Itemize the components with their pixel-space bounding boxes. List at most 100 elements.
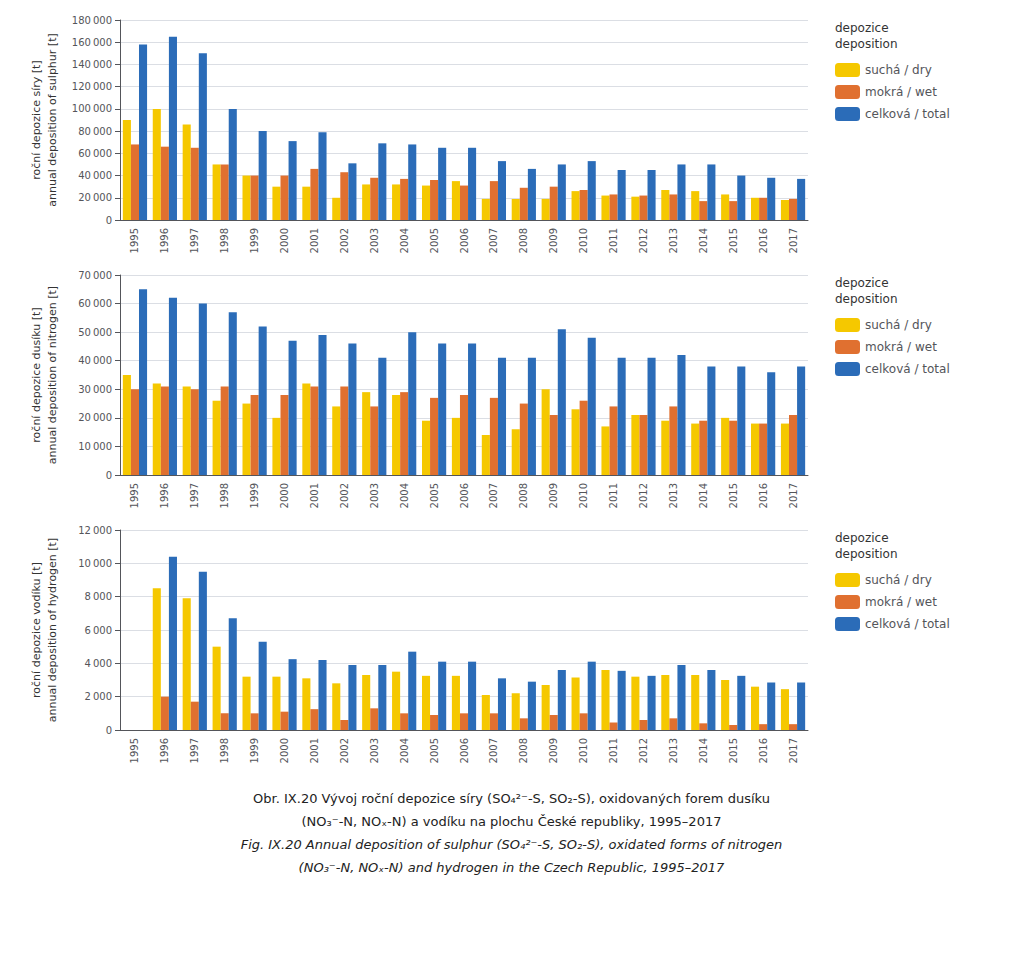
svg-text:2007: 2007 [488,483,499,508]
svg-text:1999: 1999 [249,228,260,253]
svg-text:2014: 2014 [698,738,709,763]
svg-text:2010: 2010 [578,228,589,253]
svg-text:160 000: 160 000 [72,37,112,48]
svg-text:2005: 2005 [429,738,440,763]
svg-text:1995: 1995 [129,483,140,508]
svg-text:2012: 2012 [638,228,649,253]
svg-text:annual deposition of nitrogen: annual deposition of nitrogen [t] [46,286,59,464]
svg-text:50 000: 50 000 [78,327,112,338]
svg-text:2008: 2008 [518,483,529,508]
svg-text:suchá / dry: suchá / dry [865,318,932,332]
svg-text:140 000: 140 000 [72,59,112,70]
svg-text:2011: 2011 [608,483,619,508]
svg-text:depozice: depozice [835,531,889,545]
svg-text:2009: 2009 [548,738,559,763]
svg-text:0: 0 [106,470,112,481]
svg-text:deposition: deposition [835,37,898,51]
svg-text:1996: 1996 [159,738,170,763]
svg-text:2014: 2014 [698,483,709,508]
svg-text:1996: 1996 [159,228,170,253]
svg-text:1997: 1997 [189,738,200,763]
svg-text:2015: 2015 [728,483,739,508]
svg-text:2003: 2003 [369,228,380,253]
svg-text:2004: 2004 [399,483,410,508]
svg-text:70 000: 70 000 [78,270,112,281]
svg-text:2015: 2015 [728,228,739,253]
svg-text:6 000: 6 000 [85,625,112,636]
svg-text:10 000: 10 000 [78,441,112,452]
svg-text:2000: 2000 [279,483,290,508]
svg-text:Obr. IX.20 Vývoj roční depozic: Obr. IX.20 Vývoj roční depozice síry (SO… [253,791,770,806]
svg-text:roční depozice síry [t]: roční depozice síry [t] [30,60,43,179]
svg-text:2015: 2015 [728,738,739,763]
svg-text:1998: 1998 [219,228,230,253]
svg-text:2017: 2017 [788,483,799,508]
svg-text:celková / total: celková / total [865,107,950,121]
svg-text:2002: 2002 [339,483,350,508]
svg-text:2002: 2002 [339,738,350,763]
svg-text:2005: 2005 [429,228,440,253]
svg-text:suchá / dry: suchá / dry [865,63,932,77]
svg-text:1999: 1999 [249,738,260,763]
svg-text:40 000: 40 000 [78,355,112,366]
svg-text:1995: 1995 [129,738,140,763]
svg-text:60 000: 60 000 [78,298,112,309]
svg-text:2006: 2006 [459,228,470,253]
svg-text:deposition: deposition [835,292,898,306]
svg-text:40 000: 40 000 [78,170,112,181]
svg-text:60 000: 60 000 [78,148,112,159]
svg-text:2004: 2004 [399,738,410,763]
svg-text:2007: 2007 [488,738,499,763]
svg-text:180 000: 180 000 [72,15,112,26]
svg-text:1998: 1998 [219,738,230,763]
svg-text:depozice: depozice [835,276,889,290]
svg-text:depozice: depozice [835,21,889,35]
svg-text:0: 0 [106,725,112,736]
svg-text:0: 0 [106,215,112,226]
svg-text:2013: 2013 [668,483,679,508]
svg-text:2010: 2010 [578,738,589,763]
svg-text:2002: 2002 [339,228,350,253]
svg-text:30 000: 30 000 [78,384,112,395]
svg-text:celková / total: celková / total [865,362,950,376]
svg-text:1997: 1997 [189,483,200,508]
svg-text:1996: 1996 [159,483,170,508]
svg-text:suchá / dry: suchá / dry [865,573,932,587]
svg-text:2016: 2016 [758,483,769,508]
svg-text:celková / total: celková / total [865,617,950,631]
svg-text:2000: 2000 [279,228,290,253]
svg-text:2013: 2013 [668,738,679,763]
svg-text:2010: 2010 [578,483,589,508]
svg-text:2003: 2003 [369,483,380,508]
svg-text:1998: 1998 [219,483,230,508]
svg-text:2009: 2009 [548,483,559,508]
svg-text:2001: 2001 [309,738,320,763]
svg-text:(NO₃⁻-N, NOₓ-N) and hydrogen i: (NO₃⁻-N, NOₓ-N) and hydrogen in the Czec… [299,860,725,875]
svg-text:2004: 2004 [399,228,410,253]
svg-text:2016: 2016 [758,738,769,763]
svg-text:mokrá / wet: mokrá / wet [865,85,937,99]
svg-text:2014: 2014 [698,228,709,253]
svg-text:mokrá / wet: mokrá / wet [865,595,937,609]
svg-text:1995: 1995 [129,228,140,253]
svg-text:20 000: 20 000 [78,412,112,423]
svg-text:Fig. IX.20 Annual deposition o: Fig. IX.20 Annual deposition of sulphur … [241,837,783,852]
svg-text:100 000: 100 000 [72,103,112,114]
svg-text:annual deposition of sulphur [: annual deposition of sulphur [t] [46,33,59,206]
svg-text:2006: 2006 [459,483,470,508]
svg-text:1997: 1997 [189,228,200,253]
svg-text:2000: 2000 [279,738,290,763]
svg-text:12 000: 12 000 [78,525,112,536]
svg-text:2001: 2001 [309,228,320,253]
svg-text:deposition: deposition [835,547,898,561]
svg-text:2001: 2001 [309,483,320,508]
svg-text:2009: 2009 [548,228,559,253]
svg-text:2008: 2008 [518,228,529,253]
svg-text:2013: 2013 [668,228,679,253]
svg-text:roční depozice vodíku [t]: roční depozice vodíku [t] [30,562,43,698]
svg-text:120 000: 120 000 [72,81,112,92]
svg-text:8 000: 8 000 [85,591,112,602]
svg-text:2008: 2008 [518,738,529,763]
svg-text:(NO₃⁻-N, NOₓ-N) a vodíku na pl: (NO₃⁻-N, NOₓ-N) a vodíku na plochu České… [302,814,722,829]
svg-text:2 000: 2 000 [85,691,112,702]
